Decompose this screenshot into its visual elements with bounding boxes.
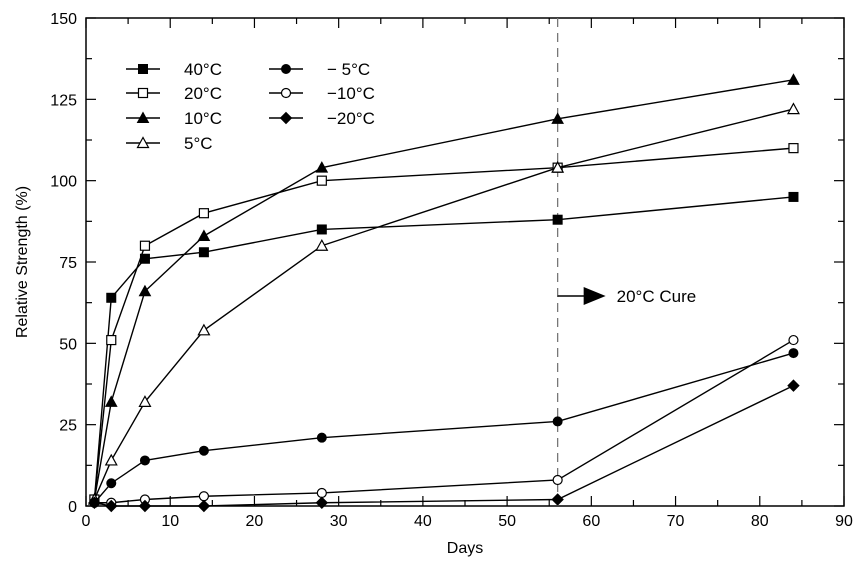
- data-point: [106, 292, 117, 303]
- y-axis-title: Relative Strength (%): [14, 186, 31, 338]
- series-line: [94, 339, 794, 504]
- x-tick-label: 0: [82, 513, 91, 530]
- x-tick-label: 80: [751, 513, 769, 530]
- data-point: [198, 247, 209, 258]
- y-tick-label: 75: [59, 255, 77, 272]
- legend-marker: [136, 111, 150, 123]
- y-tick-label: 0: [68, 499, 77, 516]
- data-point: [104, 453, 118, 466]
- series-line: [93, 147, 794, 500]
- tick-labels: 0 10 20 30 40 50 60 70 80 90 0 25 50 75 100 125 150: [50, 11, 853, 530]
- legend-label: 40°C: [184, 60, 222, 79]
- data-point: [788, 191, 799, 202]
- legend-marker: [279, 111, 293, 125]
- data-point: [315, 161, 329, 173]
- x-tick-label: 10: [161, 513, 179, 530]
- data-point: [316, 487, 327, 499]
- data-point: [788, 143, 799, 154]
- data-point: [197, 229, 211, 241]
- data-point: [104, 395, 118, 407]
- data-point: [88, 496, 101, 509]
- data-point: [787, 379, 800, 392]
- y-tick-label: 125: [50, 92, 77, 109]
- y-tick-label: 25: [59, 418, 77, 435]
- data-point: [551, 160, 565, 173]
- data-point: [551, 493, 564, 506]
- legend-item: 10°C: [126, 109, 222, 128]
- data-point: [788, 334, 799, 346]
- x-tick-label: 70: [667, 513, 685, 530]
- data-point: [552, 474, 563, 486]
- x-tick-label: 40: [414, 513, 432, 530]
- data-point: [552, 214, 563, 225]
- series-line: [93, 196, 794, 500]
- data-point: [105, 499, 118, 513]
- legend-label: − 5°C: [327, 60, 370, 79]
- y-tick-label: 50: [59, 336, 77, 353]
- series-line: [93, 352, 794, 504]
- legend-label: −10°C: [327, 84, 375, 103]
- data-point: [786, 102, 800, 115]
- data-point: [197, 499, 211, 513]
- data-point: [198, 491, 210, 502]
- legend-item: 40°C: [126, 60, 222, 79]
- data-point: [139, 455, 150, 466]
- legend-marker: [138, 64, 148, 74]
- legend-item: −20°C: [269, 109, 375, 128]
- legend-label: 20°C: [184, 84, 222, 103]
- data-point: [106, 334, 117, 346]
- data-point: [139, 240, 151, 251]
- series-5: [89, 334, 799, 508]
- data-point: [138, 499, 152, 513]
- y-tick-label: 100: [50, 174, 77, 191]
- data-point: [787, 73, 800, 85]
- data-point: [788, 348, 799, 359]
- data-point: [316, 224, 327, 235]
- data-point: [198, 445, 209, 456]
- x-tick-label: 30: [330, 513, 348, 530]
- series-group: [87, 73, 800, 513]
- data-point: [316, 175, 327, 186]
- data-point: [138, 284, 152, 297]
- data-point: [315, 496, 329, 509]
- cure-arrow-head: [583, 287, 606, 305]
- legend-marker: [137, 87, 149, 99]
- x-tick-label: 90: [835, 513, 853, 530]
- axis-ticks: [85, 17, 845, 507]
- legend-item: 20°C: [126, 84, 222, 103]
- x-tick-label: 20: [246, 513, 264, 530]
- data-point: [315, 238, 329, 251]
- series-4: [89, 348, 799, 508]
- y-tick-label: 150: [50, 11, 77, 28]
- legend-label: 10°C: [184, 109, 222, 128]
- series-1: [89, 143, 799, 505]
- x-tick-label: 50: [498, 513, 516, 530]
- data-point: [198, 208, 210, 219]
- legend-label: −20°C: [327, 109, 375, 128]
- x-tick-label: 60: [582, 513, 600, 530]
- annotation: 20°C Cure: [556, 18, 697, 506]
- series-line: [94, 384, 794, 507]
- data-point: [138, 395, 152, 407]
- legend: 40°C 20°C 10°C 5°C − 5°C −10°C −20°C: [126, 60, 375, 153]
- legend-marker: [136, 136, 150, 149]
- data-point: [552, 416, 563, 427]
- legend-marker: [280, 87, 292, 99]
- legend-marker: [281, 64, 291, 74]
- series-6: [88, 379, 800, 513]
- legend-label: 5°C: [184, 134, 213, 153]
- x-axis-title: Days: [447, 540, 483, 557]
- data-point: [316, 432, 327, 443]
- legend-item: − 5°C: [269, 60, 370, 79]
- data-point: [551, 112, 564, 124]
- legend-item: 5°C: [126, 134, 213, 153]
- series-0: [89, 191, 799, 505]
- legend-item: −10°C: [269, 84, 375, 103]
- cure-label: 20°C Cure: [617, 287, 697, 306]
- data-point: [197, 323, 211, 336]
- data-point: [106, 478, 117, 489]
